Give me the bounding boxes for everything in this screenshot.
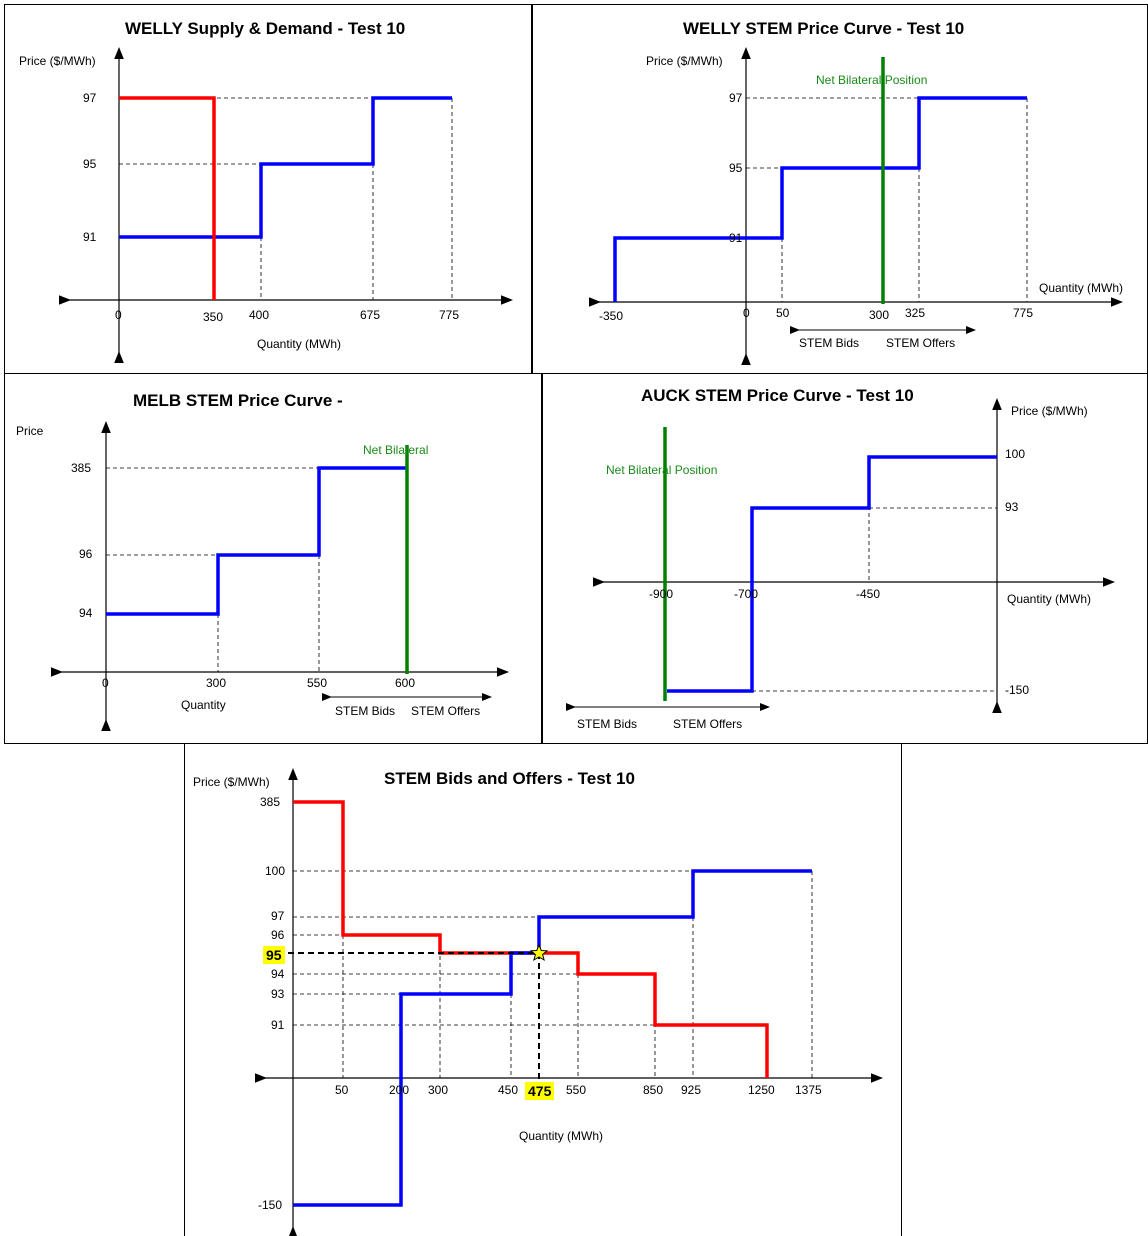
bilateral-label: Net Bilateral xyxy=(363,443,429,457)
x-tick: 775 xyxy=(1013,306,1034,320)
x-tick: -900 xyxy=(649,587,674,601)
x-axis-label: Quantity (MWh) xyxy=(1007,592,1092,606)
guide-lines xyxy=(119,97,453,300)
x-tick: 200 xyxy=(389,1083,410,1097)
y-tick: -150 xyxy=(258,1198,283,1212)
y-axis-label: Price ($/MWh) xyxy=(193,775,270,789)
y-tick: 94 xyxy=(271,967,285,981)
y-tick: 95 xyxy=(729,161,743,175)
y-axis-label: Price xyxy=(16,424,44,438)
stem-offers-label: STEM Offers xyxy=(886,336,956,350)
auck-stem-panel: AUCK STEM Price Curve - Test 10 Price ($… xyxy=(542,373,1148,744)
y-axis-label: Price ($/MWh) xyxy=(646,54,723,68)
x-tick: 0 xyxy=(102,676,109,690)
x-tick: 300 xyxy=(428,1083,449,1097)
offer-curve xyxy=(293,869,812,1207)
y-tick: 91 xyxy=(83,230,97,244)
stem-bids-label: STEM Bids xyxy=(577,717,638,731)
y-axis-label: Price ($/MWh) xyxy=(1011,404,1088,418)
y-tick: 96 xyxy=(271,928,285,942)
guide-lines xyxy=(752,457,997,692)
x-tick: 50 xyxy=(335,1083,349,1097)
y-tick: 385 xyxy=(71,461,92,475)
y-axis-label: Price ($/MWh) xyxy=(19,54,96,68)
x-tick: 325 xyxy=(905,306,926,320)
x-tick: 50 xyxy=(776,306,790,320)
y-tick: 91 xyxy=(729,231,743,245)
y-tick: 97 xyxy=(729,91,743,105)
x-tick: -450 xyxy=(856,587,881,601)
bid-curve xyxy=(293,800,769,1078)
y-tick: -150 xyxy=(1005,683,1030,697)
x-axis-label: Quantity xyxy=(181,698,226,712)
clearing-point-star-icon xyxy=(529,943,549,962)
x-tick: 300 xyxy=(869,308,890,322)
bilateral-label: Net Bilateral Position xyxy=(606,463,718,477)
chart-title: WELLY Supply & Demand - Test 10 xyxy=(125,19,406,38)
y-tick: 93 xyxy=(271,987,285,1001)
x-tick: 675 xyxy=(360,308,381,322)
y-tick: 100 xyxy=(265,864,286,878)
x-tick: 1250 xyxy=(748,1083,775,1097)
chart-title: WELLY STEM Price Curve - Test 10 xyxy=(683,19,965,38)
y-tick: 97 xyxy=(83,91,97,105)
melb-stem-panel: MELB STEM Price Curve - Price Quantity N… xyxy=(4,373,542,744)
guide-lines xyxy=(106,467,408,672)
x-axis-label: Quantity (MWh) xyxy=(1039,281,1124,295)
x-tick: 350 xyxy=(203,310,224,324)
x-tick: 775 xyxy=(439,308,460,322)
demand-curve xyxy=(119,96,216,300)
clearing-quantity-label: 475 xyxy=(525,1082,555,1100)
y-tick: 91 xyxy=(271,1018,285,1032)
chart-title: MELB STEM Price Curve - xyxy=(133,391,343,410)
supply-curve xyxy=(119,96,452,239)
chart-title: AUCK STEM Price Curve - Test 10 xyxy=(641,386,914,405)
welly-stem-panel: WELLY STEM Price Curve - Test 10 Price (… xyxy=(532,4,1148,374)
y-tick: 96 xyxy=(79,547,93,561)
x-tick: 850 xyxy=(643,1083,664,1097)
y-tick: 95 xyxy=(83,157,97,171)
offer-curve xyxy=(106,466,408,616)
auck-stem-plot xyxy=(566,398,1115,713)
stem-bids-offers-panel: STEM Bids and Offers - Test 10 Price ($/… xyxy=(184,743,902,1236)
clearing-price-label: 95 xyxy=(263,946,285,964)
welly-stem-plot xyxy=(589,47,1123,365)
offer-curve xyxy=(613,96,1027,302)
x-tick: 450 xyxy=(498,1083,519,1097)
x-tick: 400 xyxy=(249,308,270,322)
bilateral-label: Net Bilateral Position xyxy=(816,73,928,87)
y-tick: 385 xyxy=(260,795,281,809)
x-tick: -350 xyxy=(599,309,624,323)
x-tick: 550 xyxy=(566,1083,587,1097)
y-tick: 100 xyxy=(1005,447,1026,461)
stem-all-plot xyxy=(255,768,883,1236)
welly-sd-plot xyxy=(59,47,513,363)
welly-supply-demand-panel: WELLY Supply & Demand - Test 10 Price ($… xyxy=(4,4,532,374)
y-tick: 93 xyxy=(1005,500,1019,514)
stem-offers-label: STEM Offers xyxy=(673,717,743,731)
chart-title: STEM Bids and Offers - Test 10 xyxy=(384,769,635,788)
offer-curve xyxy=(667,455,997,693)
guide-lines xyxy=(293,870,813,1078)
stem-offers-label: STEM Offers xyxy=(411,704,481,718)
x-tick: 550 xyxy=(307,676,328,690)
stem-bids-label: STEM Bids xyxy=(799,336,860,350)
stem-bids-label: STEM Bids xyxy=(335,704,396,718)
y-tick: 97 xyxy=(271,909,285,923)
x-tick: -700 xyxy=(734,587,759,601)
x-tick: 0 xyxy=(115,308,122,322)
x-axis-label: Quantity (MWh) xyxy=(519,1129,604,1143)
x-tick: 925 xyxy=(681,1083,702,1097)
y-tick: 94 xyxy=(79,606,93,620)
x-tick: 1375 xyxy=(795,1083,822,1097)
x-tick: 600 xyxy=(395,676,416,690)
x-axis-label: Quantity (MWh) xyxy=(257,337,342,351)
melb-stem-plot xyxy=(51,421,509,731)
clearing-lines xyxy=(288,952,540,1081)
x-tick: 300 xyxy=(206,676,227,690)
x-tick: 0 xyxy=(743,306,750,320)
guide-lines xyxy=(746,97,1028,302)
